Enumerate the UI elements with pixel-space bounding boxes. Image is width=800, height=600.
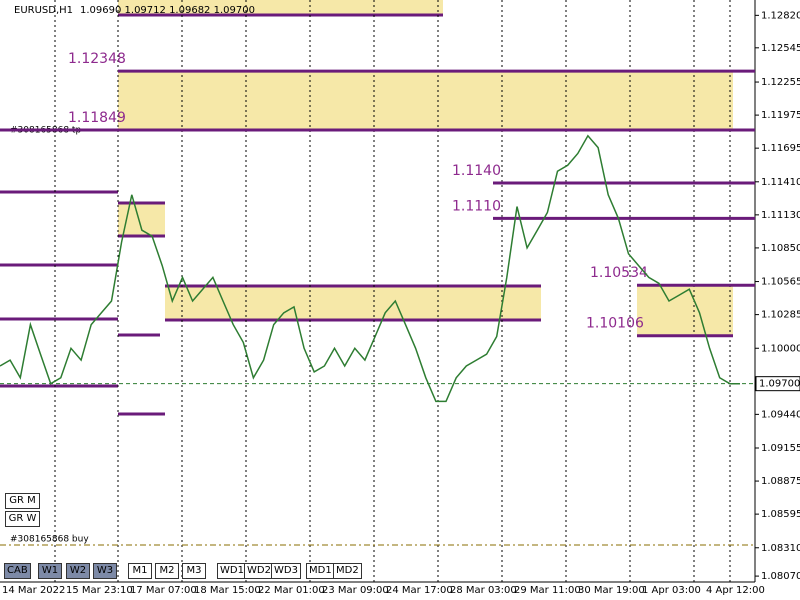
y-tick-label: 1.11695 bbox=[761, 143, 800, 154]
y-tick-label: 1.09440 bbox=[761, 409, 800, 420]
zone bbox=[165, 286, 541, 320]
y-tick-label: 1.12545 bbox=[761, 43, 800, 54]
toolbar-button[interactable]: M3 bbox=[182, 563, 206, 579]
x-tick-label: 23 Mar 09:00 bbox=[322, 585, 389, 596]
last-price-box bbox=[755, 376, 800, 392]
toolbar-button[interactable]: WD2 bbox=[244, 563, 274, 579]
y-tick-label: 1.10850 bbox=[761, 243, 800, 254]
x-tick-label: 14 Mar 2022 bbox=[2, 585, 65, 596]
y-tick-label: 1.10285 bbox=[761, 310, 800, 321]
time-grid bbox=[54, 0, 731, 582]
toolbar-button[interactable]: M2 bbox=[155, 563, 179, 579]
toolbar-button[interactable]: M1 bbox=[128, 563, 152, 579]
y-tick-label: 1.12255 bbox=[761, 77, 800, 88]
level-lines bbox=[0, 190, 541, 416]
level-label: 1.12348 bbox=[68, 51, 126, 67]
toolbar-button[interactable]: CAB bbox=[4, 563, 31, 579]
toolbar-button[interactable]: GR W bbox=[5, 511, 40, 527]
order-label: #308165868 buy bbox=[10, 535, 89, 545]
price-line bbox=[0, 134, 740, 403]
y-tick-label: 1.11130 bbox=[761, 210, 800, 221]
level-label: 1.10106 bbox=[586, 316, 644, 332]
toolbar-button[interactable]: W1 bbox=[38, 563, 62, 579]
level-label: 1.1140 bbox=[452, 163, 501, 179]
y-tick-label: 1.08070 bbox=[761, 571, 800, 582]
y-tick-label: 1.11975 bbox=[761, 110, 800, 121]
x-tick-label: 4 Apr 12:00 bbox=[706, 585, 765, 596]
level-label: 1.1110 bbox=[452, 198, 501, 214]
toolbar-button[interactable]: W3 bbox=[93, 563, 117, 579]
x-tick-label: 29 Mar 11:00 bbox=[514, 585, 581, 596]
zone bbox=[118, 71, 733, 130]
y-tick-label: 1.12820 bbox=[761, 10, 800, 21]
toolbar-button[interactable]: GR M bbox=[5, 493, 40, 509]
y-tick-label: 1.08310 bbox=[761, 543, 800, 554]
zone bbox=[118, 0, 443, 15]
zone bbox=[118, 203, 165, 236]
y-tick-label: 1.09155 bbox=[761, 443, 800, 454]
y-tick-label: 1.11410 bbox=[761, 177, 800, 188]
x-tick-label: 30 Mar 19:00 bbox=[578, 585, 645, 596]
last-price-label: 1.09700 bbox=[759, 379, 800, 390]
quotes: 1.09690 1.09712 1.09682 1.09700 bbox=[80, 5, 255, 16]
y-tick-label: 1.08595 bbox=[761, 509, 800, 520]
x-tick-label: 1 Apr 03:00 bbox=[642, 585, 701, 596]
toolbar-button[interactable]: WD1 bbox=[217, 563, 247, 579]
symbol: EURUSD,H1 bbox=[14, 5, 73, 16]
x-tick-label: 24 Mar 17:00 bbox=[386, 585, 453, 596]
x-tick-label: 15 Mar 23:10 bbox=[66, 585, 133, 596]
toolbar-button[interactable]: W2 bbox=[66, 563, 90, 579]
toolbar-button[interactable]: MD1 bbox=[306, 563, 335, 579]
toolbar-button[interactable]: MD2 bbox=[333, 563, 362, 579]
level-label: 1.11849 bbox=[68, 110, 126, 126]
level-label: 1.10534 bbox=[590, 265, 648, 281]
zone bbox=[637, 285, 733, 336]
y-tick-label: 1.10565 bbox=[761, 277, 800, 288]
x-tick-label: 18 Mar 15:00 bbox=[194, 585, 261, 596]
y-tick-label: 1.10000 bbox=[761, 343, 800, 354]
y-tick-label: 1.08875 bbox=[761, 476, 800, 487]
x-tick-label: 22 Mar 01:00 bbox=[258, 585, 325, 596]
x-tick-label: 28 Mar 03:00 bbox=[450, 585, 517, 596]
toolbar-button[interactable]: WD3 bbox=[271, 563, 301, 579]
x-tick-label: 17 Mar 07:00 bbox=[130, 585, 197, 596]
